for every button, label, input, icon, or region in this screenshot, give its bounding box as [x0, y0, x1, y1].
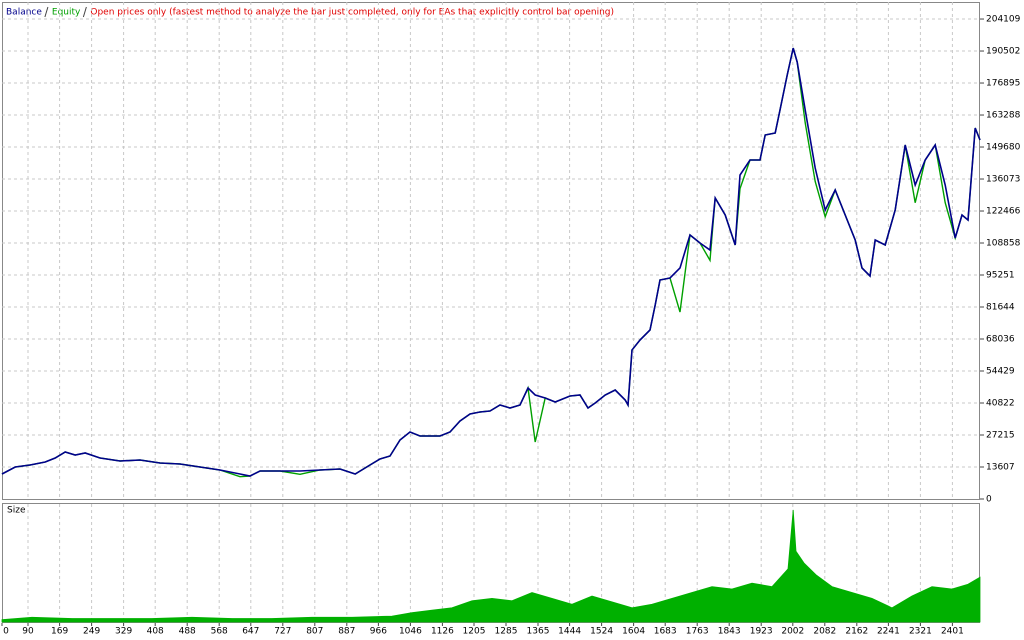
- y-tick-label: 81644: [986, 303, 1015, 313]
- separator: [82, 6, 87, 18]
- legend-equity: Equity: [52, 8, 81, 18]
- x-tick-label: 249: [83, 627, 100, 637]
- x-tick-label: 727: [274, 627, 291, 637]
- legend-balance: Balance: [6, 8, 42, 18]
- y-tick-label: 149680: [986, 143, 1021, 153]
- x-tick-label: 1365: [527, 627, 550, 637]
- y-tick-label: 176895: [986, 79, 1020, 89]
- x-tick-label: 647: [242, 627, 259, 637]
- x-tick-label: 1923: [750, 627, 773, 637]
- x-tick-label: 1285: [495, 627, 518, 637]
- y-tick-label: 136073: [986, 175, 1020, 185]
- y-tick-label: 190502: [986, 47, 1020, 57]
- x-tick-label: 1683: [654, 627, 677, 637]
- y-tick-label: 13607: [986, 463, 1015, 473]
- y-tick-label: 27215: [986, 431, 1015, 441]
- x-tick-label: 2321: [909, 627, 932, 637]
- x-tick-label: 1126: [431, 627, 454, 637]
- size-area: [1, 509, 981, 623]
- y-tick-label: 0: [986, 495, 992, 505]
- x-tick-label: 169: [51, 627, 68, 637]
- x-tick-label: 1763: [686, 627, 709, 637]
- x-tick-label: 568: [211, 627, 228, 637]
- x-tick-label: 1843: [718, 627, 741, 637]
- x-tick-label: 1444: [558, 627, 581, 637]
- y-tick-label: 108858: [986, 239, 1021, 249]
- x-tick-label: 2401: [941, 627, 964, 637]
- y-tick-label: 95251: [986, 271, 1015, 281]
- x-tick-label: 1205: [463, 627, 486, 637]
- y-tick-label: 122466: [986, 207, 1021, 217]
- x-tick-label: 0: [3, 627, 9, 637]
- x-tick-label: 329: [115, 627, 132, 637]
- y-tick-label: 54429: [986, 367, 1015, 377]
- y-tick-label: 163288: [986, 111, 1021, 121]
- size-title: Size: [7, 506, 26, 516]
- subtitle: Open prices only (fastest method to anal…: [90, 8, 614, 18]
- series-line: [1, 47, 981, 477]
- x-tick-label: 1604: [622, 627, 645, 637]
- x-tick-label: 90: [22, 627, 34, 637]
- y-tick-label: 204109: [986, 15, 1021, 25]
- x-tick-label: 807: [306, 627, 323, 637]
- x-tick-label: 488: [179, 627, 196, 637]
- main-panel: [2, 2, 980, 500]
- y-tick-label: 40822: [986, 399, 1015, 409]
- x-tick-label: 2082: [813, 627, 836, 637]
- x-tick-label: 887: [338, 627, 355, 637]
- separator: [44, 6, 49, 18]
- x-tick-label: 2162: [845, 627, 868, 637]
- x-tick-label: 2241: [877, 627, 900, 637]
- x-tick-label: 1046: [399, 627, 422, 637]
- legend: Balance Equity Open prices only (fastest…: [6, 6, 614, 18]
- y-tick-label: 68036: [986, 335, 1015, 345]
- x-tick-label: 1524: [590, 627, 613, 637]
- x-tick-label: 966: [370, 627, 387, 637]
- x-tick-label: 408: [147, 627, 164, 637]
- x-tick-label: 2002: [781, 627, 804, 637]
